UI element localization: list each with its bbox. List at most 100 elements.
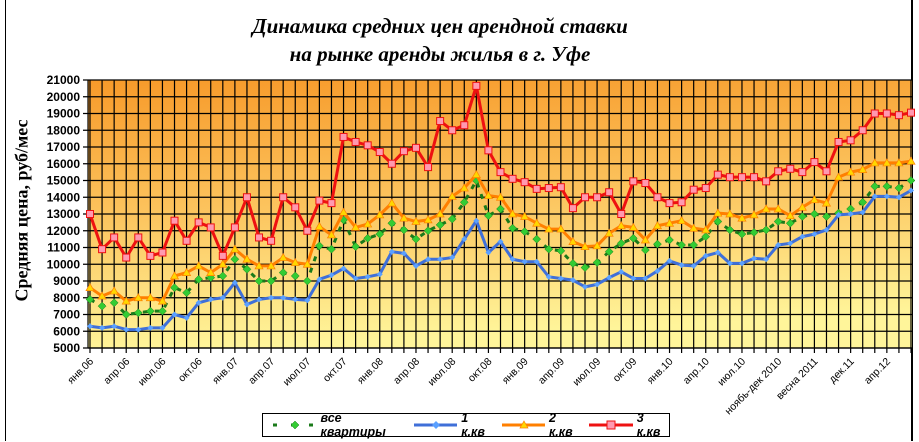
data-point bbox=[387, 218, 397, 228]
data-point bbox=[846, 136, 855, 145]
data-point bbox=[835, 211, 842, 218]
data-point bbox=[581, 193, 590, 202]
data-point bbox=[509, 256, 516, 263]
data-point bbox=[328, 272, 335, 279]
data-point bbox=[230, 223, 239, 232]
data-point bbox=[665, 199, 674, 208]
data-point bbox=[122, 253, 131, 262]
data-point bbox=[811, 231, 818, 238]
data-point bbox=[255, 233, 264, 242]
y-tick-label: 7000 bbox=[53, 308, 80, 322]
data-point bbox=[568, 204, 577, 213]
data-point bbox=[882, 158, 892, 167]
data-point bbox=[460, 121, 469, 130]
data-point bbox=[85, 282, 95, 292]
data-point bbox=[133, 308, 143, 318]
data-point bbox=[326, 230, 337, 239]
data-point bbox=[256, 296, 263, 303]
data-point bbox=[473, 217, 480, 224]
data-point bbox=[774, 167, 783, 176]
data-point bbox=[242, 254, 252, 263]
x-axis: янв.06 апр.06 июл.06 окт.06 янв.07 апр.07 июл.… bbox=[65, 356, 893, 418]
data-point bbox=[447, 191, 457, 200]
data-point bbox=[254, 276, 264, 286]
legend-item-3room: 3 к.кв bbox=[587, 411, 669, 439]
data-point bbox=[86, 210, 94, 218]
data-point bbox=[472, 81, 481, 90]
data-point bbox=[171, 311, 178, 318]
y-tick-label: 20000 bbox=[47, 90, 81, 104]
x-tick-label: янв.06 bbox=[65, 356, 96, 387]
y-tick-label: 8000 bbox=[53, 291, 80, 305]
data-point bbox=[640, 235, 650, 244]
data-point bbox=[400, 250, 407, 257]
data-point bbox=[411, 234, 421, 244]
data-point bbox=[146, 251, 155, 260]
data-point bbox=[676, 215, 687, 225]
data-point bbox=[194, 218, 203, 227]
data-point bbox=[701, 232, 711, 241]
data-point bbox=[882, 182, 892, 191]
x-tick-label: апр.10 bbox=[681, 356, 712, 387]
data-point bbox=[894, 183, 904, 193]
data-point bbox=[701, 225, 711, 234]
data-point bbox=[822, 167, 831, 176]
y-tick-label: 17000 bbox=[47, 140, 81, 154]
y-tick-label: 10000 bbox=[47, 257, 81, 271]
data-point bbox=[847, 211, 854, 217]
x-tick-label: янв.10 bbox=[645, 356, 676, 387]
data-point bbox=[266, 276, 276, 286]
data-point bbox=[109, 286, 119, 295]
data-point bbox=[556, 246, 566, 256]
data-point bbox=[471, 169, 481, 178]
data-point bbox=[521, 258, 528, 265]
data-point bbox=[483, 190, 494, 199]
data-point bbox=[484, 146, 493, 155]
x-tick-label: окт.07 bbox=[321, 356, 350, 385]
data-point bbox=[846, 167, 856, 176]
legend-swatch-3room bbox=[589, 420, 633, 430]
data-point bbox=[340, 265, 347, 272]
data-point bbox=[181, 267, 192, 276]
data-point bbox=[895, 194, 902, 201]
data-point bbox=[447, 214, 457, 224]
data-point bbox=[628, 222, 638, 231]
data-point bbox=[871, 193, 878, 200]
data-point bbox=[485, 249, 492, 256]
data-point bbox=[194, 274, 204, 284]
data-point bbox=[797, 202, 807, 211]
data-point bbox=[894, 111, 903, 120]
data-point bbox=[278, 252, 288, 261]
legend-swatch-2room bbox=[501, 420, 545, 429]
data-point bbox=[206, 267, 216, 276]
data-point bbox=[268, 294, 275, 301]
data-point bbox=[785, 218, 795, 228]
data-point bbox=[544, 184, 553, 193]
data-point bbox=[290, 271, 300, 281]
data-point bbox=[592, 258, 602, 267]
data-point bbox=[823, 226, 830, 233]
chart-title-line-2: на рынке аренды жилья в г. Уфе bbox=[289, 42, 591, 66]
data-point bbox=[883, 193, 890, 200]
data-point bbox=[316, 276, 323, 283]
data-point bbox=[363, 141, 372, 150]
data-point bbox=[496, 168, 505, 177]
data-point bbox=[654, 267, 661, 274]
data-point bbox=[544, 244, 554, 254]
legend-label-3room: 3 к.кв bbox=[636, 411, 661, 439]
series-1 bbox=[87, 187, 914, 333]
data-point bbox=[425, 256, 432, 263]
data-point bbox=[507, 209, 518, 218]
data-point bbox=[520, 178, 529, 187]
data-point bbox=[773, 217, 783, 226]
data-point bbox=[665, 235, 674, 245]
legend: все квартиры 1 к.кв 2 к.кв 3 к.кв bbox=[262, 411, 670, 439]
data-point bbox=[797, 212, 807, 221]
data-point bbox=[218, 271, 228, 281]
data-point bbox=[606, 274, 613, 281]
data-point bbox=[689, 240, 699, 250]
data-point bbox=[97, 301, 107, 311]
data-point bbox=[495, 192, 506, 201]
data-point bbox=[582, 283, 589, 290]
data-point bbox=[254, 261, 264, 270]
